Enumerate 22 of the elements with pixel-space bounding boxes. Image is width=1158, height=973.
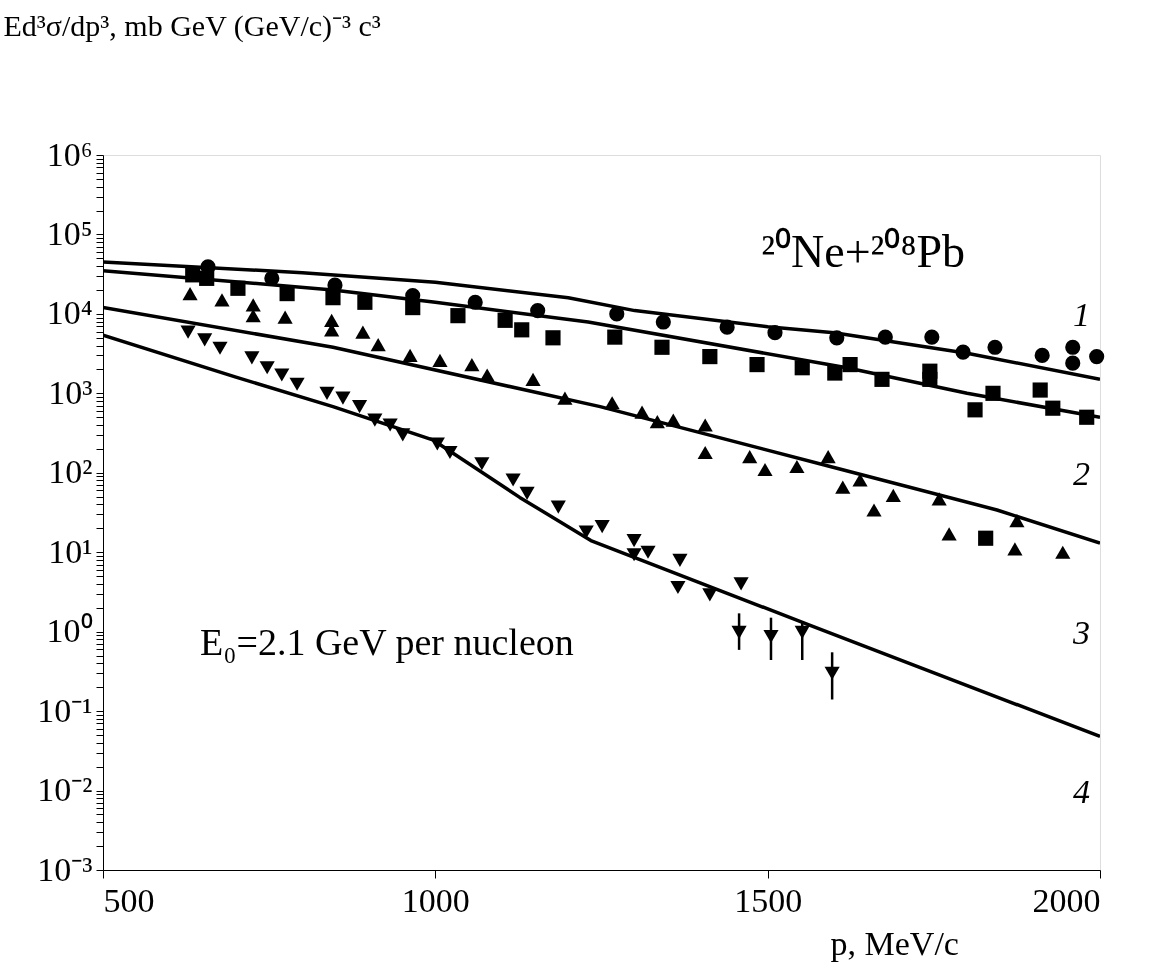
x-tick-label: 500	[103, 881, 155, 919]
x-tick-label: 1000	[401, 881, 470, 919]
x-tick-label: 1500	[734, 881, 803, 919]
annotation: E₀=2.1 GeV per nucleon	[200, 621, 574, 663]
y-tick-label: 10⁻³	[37, 850, 93, 888]
y-tick-label: 10²	[48, 453, 93, 491]
y-tick-label: 10⁵	[46, 214, 93, 252]
annotation: ²⁰Ne+²⁰⁸Pb	[761, 226, 965, 277]
y-tick-label: 10⁻¹	[37, 691, 93, 729]
x-tick-label: 2000	[1032, 881, 1101, 919]
y-tick-label: 10⁴	[46, 294, 93, 332]
annotation: 2	[1073, 455, 1090, 492]
annotation: 1	[1073, 296, 1090, 333]
y-tick-label: 10⁻²	[37, 771, 93, 809]
y-tick-label: 10⁰	[46, 612, 93, 650]
y-tick-label: 10¹	[48, 532, 93, 570]
y-axis-title: Ed³σ/dp³, mb GeV (GeV/c)⁻³ c³	[3, 8, 381, 43]
y-tick-label: 10³	[48, 373, 93, 411]
annotation: 3	[1072, 614, 1090, 651]
annotation: 4	[1073, 773, 1090, 810]
x-axis-title: p, MeV/c	[830, 924, 959, 962]
y-tick-label: 10⁶	[46, 135, 93, 173]
